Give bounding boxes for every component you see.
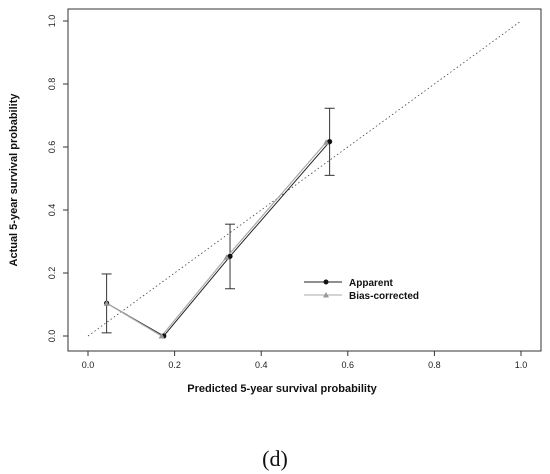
- series-lines: [106, 141, 330, 337]
- y-tick-label: 0.4: [47, 204, 57, 217]
- data-point-apparent: [327, 139, 333, 145]
- series-markers: [103, 139, 333, 339]
- x-tick-label: 0.0: [82, 360, 95, 370]
- series-line-apparent: [106, 141, 330, 337]
- reference-line: [87, 20, 522, 337]
- y-axis-title: Actual 5-year survival probability: [8, 93, 20, 267]
- error-bars: [101, 107, 335, 334]
- x-tick-label: 0.6: [342, 360, 355, 370]
- legend-bias-corrected-marker: [323, 292, 329, 298]
- y-tick-label: 0.8: [47, 78, 57, 91]
- legend-apparent-marker: [323, 279, 329, 285]
- data-point-bias-corrected: [323, 139, 330, 145]
- data-point-apparent: [227, 253, 233, 259]
- y-tick-label: 0.2: [47, 267, 57, 280]
- y-tick-label: 1.0: [47, 15, 57, 28]
- x-tick-label: 0.2: [168, 360, 181, 370]
- legend-bias-corrected-label: Bias-corrected: [349, 291, 419, 302]
- x-axis-title: Predicted 5-year survival probability: [187, 383, 377, 395]
- legend: Apparent Bias-corrected: [304, 278, 419, 302]
- reference-diagonal: [87, 20, 522, 337]
- legend-apparent-label: Apparent: [349, 278, 394, 289]
- data-point-bias-corrected: [158, 333, 165, 339]
- x-tick-label: 0.4: [255, 360, 268, 370]
- x-axis: 0.0 0.2 0.4 0.6 0.8 1.0: [82, 351, 528, 370]
- data-point-bias-corrected: [103, 300, 110, 306]
- x-tick-label: 1.0: [515, 360, 528, 370]
- x-tick-label: 0.8: [428, 360, 441, 370]
- figure-caption: (d): [262, 446, 288, 471]
- y-tick-label: 0.6: [47, 141, 57, 154]
- plot-frame: [67, 8, 542, 352]
- series-line-bias-corrected: [106, 141, 327, 337]
- data-point-bias-corrected: [223, 254, 230, 260]
- y-tick-label: 0.0: [47, 330, 57, 343]
- y-axis: 0.0 0.2 0.4 0.6 0.8 1.0: [47, 15, 68, 343]
